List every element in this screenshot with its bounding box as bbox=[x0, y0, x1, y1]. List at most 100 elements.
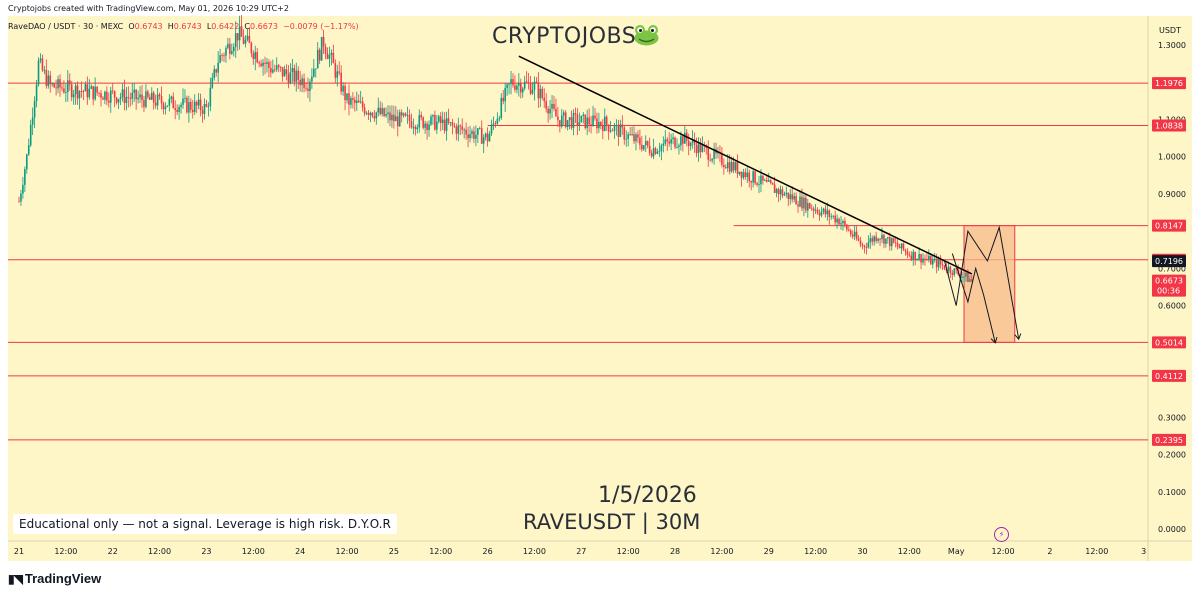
candle-body bbox=[76, 85, 79, 99]
candle-body bbox=[939, 260, 942, 265]
candle-body bbox=[94, 86, 96, 100]
candle-body bbox=[283, 69, 286, 77]
y-tick-label: 0.9000 bbox=[1158, 190, 1186, 199]
candle-body bbox=[205, 104, 208, 107]
candle-body bbox=[219, 55, 221, 63]
candle-body bbox=[631, 134, 633, 136]
candle-body bbox=[523, 81, 526, 89]
x-tick-label: 12:00 bbox=[617, 547, 640, 556]
candle-body bbox=[863, 245, 866, 248]
candle-body bbox=[287, 74, 290, 84]
candle-body bbox=[352, 98, 354, 100]
candle-body bbox=[191, 109, 194, 112]
candle-body bbox=[55, 87, 57, 89]
candle-body bbox=[78, 91, 81, 99]
candle-body bbox=[539, 88, 542, 99]
candle-body bbox=[545, 101, 547, 109]
candle-body bbox=[332, 52, 335, 64]
candle-body bbox=[469, 133, 471, 139]
candle-body bbox=[98, 92, 100, 94]
candle-body bbox=[447, 118, 450, 123]
candle-body bbox=[535, 81, 538, 83]
candle-body bbox=[367, 112, 370, 115]
candle-body bbox=[514, 85, 516, 90]
candle-body bbox=[318, 49, 321, 61]
candle-body bbox=[615, 124, 618, 126]
candle-body bbox=[848, 229, 850, 231]
candle-body bbox=[117, 99, 120, 103]
flash-icon[interactable]: ⚡ bbox=[994, 527, 1009, 542]
candle-body bbox=[725, 167, 727, 169]
candle-body bbox=[873, 236, 875, 242]
candle-body bbox=[697, 142, 700, 154]
tradingview-logo[interactable]: ▮◥ TradingView bbox=[8, 571, 101, 586]
candle-body bbox=[285, 69, 288, 75]
candle-body bbox=[658, 151, 661, 152]
x-tick-label: 25 bbox=[389, 547, 399, 556]
candle-body bbox=[566, 120, 569, 127]
y-tick-label: 0.6000 bbox=[1158, 302, 1186, 311]
last-price-label: 0.6673 bbox=[1155, 277, 1183, 286]
candle-body bbox=[299, 80, 301, 86]
candle-body bbox=[436, 121, 438, 130]
candle-body bbox=[39, 58, 42, 61]
candle-body bbox=[787, 192, 790, 199]
candle-body bbox=[297, 70, 300, 81]
candle-body bbox=[916, 258, 918, 261]
x-tick-label: 12:00 bbox=[898, 547, 921, 556]
candle-body bbox=[156, 94, 159, 106]
x-tick-label: 23 bbox=[201, 547, 211, 556]
x-tick-label: 27 bbox=[576, 547, 586, 556]
candle-body bbox=[660, 145, 663, 152]
candle-body bbox=[465, 129, 467, 135]
candle-body bbox=[551, 103, 553, 109]
candle-body bbox=[51, 83, 53, 85]
candle-body bbox=[215, 69, 218, 73]
candle-body bbox=[777, 189, 780, 195]
candle-body bbox=[779, 189, 782, 195]
candle-body bbox=[53, 83, 55, 88]
candle-body bbox=[180, 104, 182, 107]
candle-body bbox=[182, 98, 184, 105]
candle-body bbox=[664, 139, 667, 144]
candle-body bbox=[379, 107, 382, 115]
candle-body bbox=[902, 243, 905, 250]
candle-body bbox=[141, 94, 143, 101]
candle-body bbox=[600, 121, 602, 126]
candle-body bbox=[621, 124, 624, 128]
level-price-label: 1.1976 bbox=[1155, 79, 1183, 88]
candle-body bbox=[385, 114, 387, 116]
candle-body bbox=[680, 136, 682, 146]
candle-body bbox=[906, 251, 909, 255]
brand-watermark: CRYPTOJOBS bbox=[492, 24, 637, 49]
candle-body bbox=[527, 82, 530, 84]
candle-body bbox=[260, 63, 262, 67]
candle-body bbox=[859, 240, 862, 245]
candle-body bbox=[512, 79, 514, 86]
candle-body bbox=[838, 218, 840, 225]
candle-body bbox=[846, 224, 848, 230]
candle-body bbox=[844, 220, 846, 225]
candle-body bbox=[689, 142, 692, 147]
ohlc-close-value: 0.6673 bbox=[249, 22, 278, 31]
candle-body bbox=[943, 265, 946, 269]
candle-body bbox=[637, 134, 639, 138]
x-tick-label: 12:00 bbox=[523, 547, 546, 556]
candle-body bbox=[582, 114, 585, 116]
level-price-label-bg bbox=[1152, 433, 1186, 446]
candle-body bbox=[443, 119, 446, 131]
candle-body bbox=[810, 208, 813, 210]
candle-body bbox=[797, 204, 799, 207]
candle-body bbox=[603, 116, 606, 131]
candle-body bbox=[309, 81, 311, 91]
candle-body bbox=[416, 127, 419, 130]
candle-body bbox=[742, 172, 745, 178]
symbol-legend[interactable]: RaveDAO / USDT · 30 · MEXC O0.6743 H0.67… bbox=[8, 22, 359, 31]
candle-body bbox=[555, 108, 557, 117]
candle-body bbox=[170, 96, 173, 99]
candle-body bbox=[746, 172, 749, 177]
level-price-label-bg bbox=[1152, 119, 1186, 132]
candle-body bbox=[166, 105, 169, 107]
candle-body bbox=[828, 210, 831, 218]
